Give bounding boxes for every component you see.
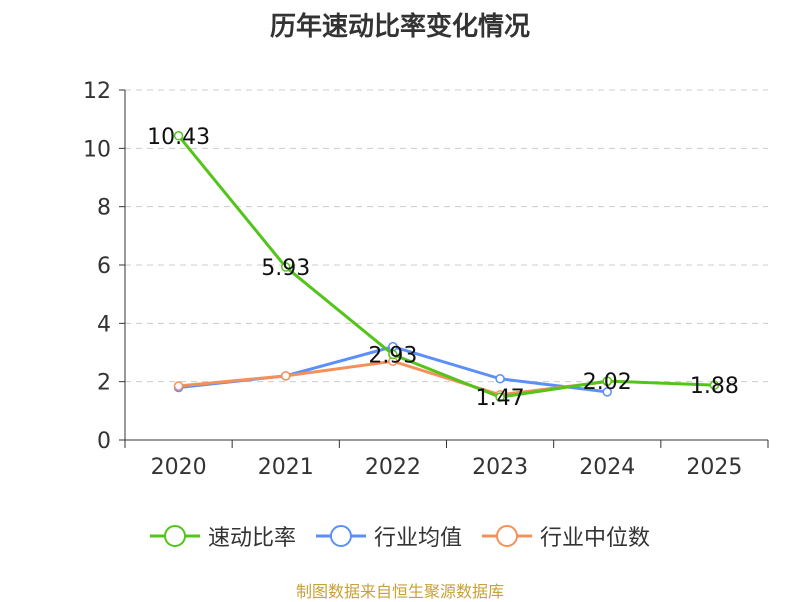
data-point bbox=[495, 374, 505, 384]
legend-item[interactable]: 速动比率 bbox=[149, 520, 296, 552]
axes: 0 2 4 6 8 10 12 2020 2021 2022 2023 2024 2025 bbox=[83, 79, 769, 480]
y-tick-label: 6 bbox=[97, 254, 111, 279]
series-line-0 bbox=[177, 134, 715, 399]
x-tick-label: 2022 bbox=[365, 455, 421, 480]
data-point bbox=[602, 387, 612, 397]
legend-label: 行业中位数 bbox=[540, 526, 651, 551]
legend-swatch-marker bbox=[163, 525, 186, 547]
data-label: 2.93 bbox=[368, 344, 417, 369]
legend-swatch-marker bbox=[329, 525, 352, 547]
chart-title: 历年速动比率变化情况 bbox=[269, 12, 530, 42]
x-tick-label: 2025 bbox=[686, 455, 742, 480]
x-tick-label: 2021 bbox=[258, 455, 314, 480]
data-label: 2.02 bbox=[583, 370, 632, 395]
data-labels: 10.43 5.93 2.93 1.47 2.02 1.88 bbox=[147, 125, 739, 411]
grid-lines bbox=[125, 89, 768, 383]
series-points bbox=[173, 131, 720, 402]
y-tick-label: 2 bbox=[97, 371, 111, 396]
x-tick-label: 2024 bbox=[579, 455, 635, 480]
data-point bbox=[173, 381, 184, 391]
data-point bbox=[495, 392, 505, 402]
data-label: 10.43 bbox=[147, 125, 210, 150]
y-tick-label: 4 bbox=[97, 312, 111, 337]
x-tick-label: 2023 bbox=[472, 455, 528, 480]
legend-swatch-icon bbox=[149, 525, 200, 547]
y-tick-label: 8 bbox=[97, 196, 111, 221]
legend-swatch-icon bbox=[482, 525, 532, 547]
series-lines bbox=[177, 134, 715, 399]
source-note: 制图数据来自恒生聚源数据库 bbox=[295, 582, 504, 601]
data-point bbox=[388, 349, 398, 360]
legend-label: 行业均值 bbox=[373, 526, 462, 551]
data-label: 5.93 bbox=[261, 256, 310, 281]
y-tick-label: 0 bbox=[97, 429, 111, 454]
legend: 速动比率 行业均值 行业中位数 bbox=[0, 520, 800, 552]
legend-item[interactable]: 行业均值 bbox=[315, 520, 462, 552]
y-tick-label: 10 bbox=[83, 137, 111, 162]
x-tick-label: 2020 bbox=[151, 455, 207, 480]
data-point bbox=[281, 371, 291, 381]
legend-swatch-marker bbox=[496, 525, 518, 547]
legend-item[interactable]: 行业中位数 bbox=[482, 520, 650, 552]
legend-label: 速动比率 bbox=[207, 526, 296, 551]
data-point bbox=[173, 131, 184, 141]
data-label: 1.88 bbox=[690, 374, 739, 399]
data-point bbox=[602, 376, 612, 386]
data-point bbox=[709, 380, 720, 390]
legend-swatch-icon bbox=[315, 525, 366, 547]
y-tick-label: 12 bbox=[83, 79, 111, 104]
data-point bbox=[281, 262, 291, 272]
data-label: 1.47 bbox=[476, 386, 525, 411]
